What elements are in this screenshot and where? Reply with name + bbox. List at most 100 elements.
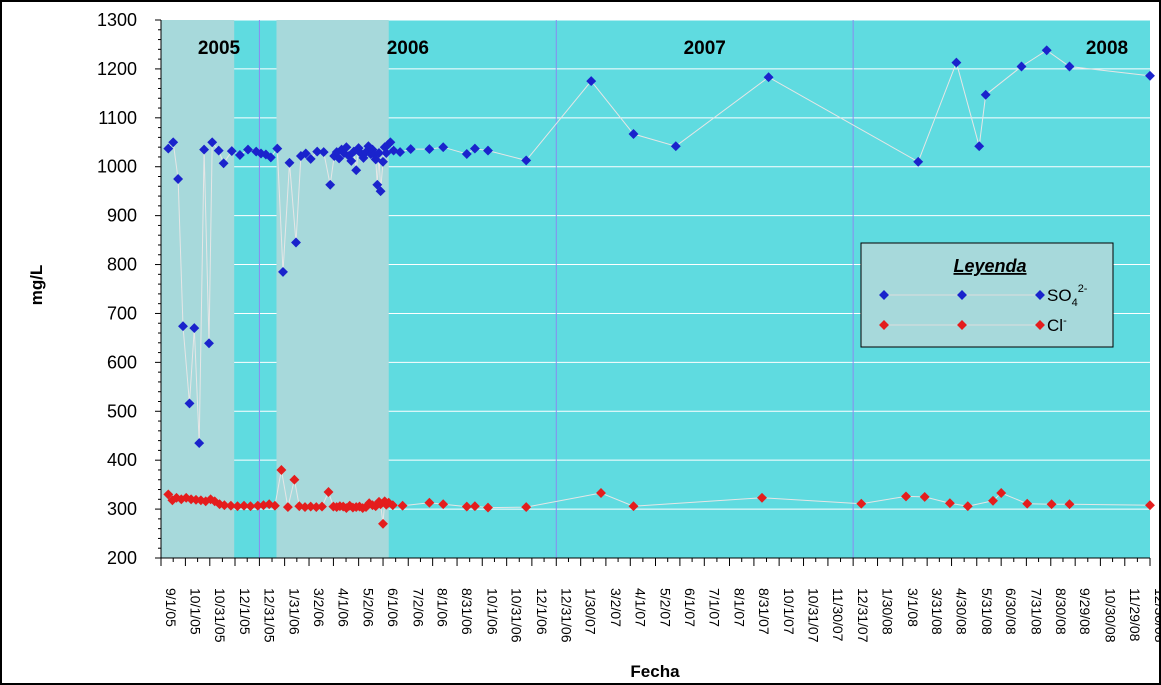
shaded-period-1 xyxy=(161,20,235,558)
x-tick-label: 7/2/06 xyxy=(410,588,426,627)
x-tick-label: 10/31/05 xyxy=(212,588,228,643)
x-tick-label: 8/30/08 xyxy=(1053,588,1069,635)
shaded-period-2 xyxy=(276,20,389,558)
year-label-2008: 2008 xyxy=(1086,38,1128,59)
x-tick-label: 6/1/07 xyxy=(682,588,698,627)
legend-marker-cl xyxy=(957,320,967,330)
y-tick-label: 700 xyxy=(107,303,137,323)
shaded-periods xyxy=(161,20,389,558)
legend-label-cl-sup: - xyxy=(1063,315,1067,327)
data-point-so4 xyxy=(168,137,179,148)
y-tick-label: 400 xyxy=(107,450,137,470)
axes xyxy=(155,19,1151,566)
data-point-cl xyxy=(1064,499,1075,510)
data-point-cl xyxy=(944,498,955,509)
x-tick-label: 8/31/07 xyxy=(756,588,772,635)
data-point-so4 xyxy=(951,57,962,68)
data-point-so4 xyxy=(980,89,991,100)
y-tick-label: 500 xyxy=(107,401,137,421)
x-tick-label: 3/2/06 xyxy=(311,588,327,627)
y-tick-label: 200 xyxy=(107,548,137,568)
x-tick-label: 8/1/06 xyxy=(435,588,451,627)
data-point-cl xyxy=(757,492,767,503)
x-tick-label: 10/30/08 xyxy=(1102,588,1118,643)
x-tick-label: 9/1/05 xyxy=(163,588,179,627)
x-tick-label: 1/30/08 xyxy=(880,588,896,635)
x-tick-label: 11/29/08 xyxy=(1127,588,1143,642)
data-point-so4 xyxy=(1041,45,1052,56)
year-label-2007: 2007 xyxy=(684,38,726,59)
data-point-so4 xyxy=(213,145,224,156)
legend-marker-cl xyxy=(1035,320,1045,330)
data-point-so4 xyxy=(234,150,245,160)
data-point-so4 xyxy=(1145,70,1155,81)
year-label-2006: 2006 xyxy=(387,38,429,59)
y-tick-label: 600 xyxy=(107,352,137,372)
x-tick-label: 7/31/08 xyxy=(1028,588,1044,635)
data-point-so4 xyxy=(670,141,681,152)
data-point-cl xyxy=(1046,499,1057,510)
data-point-so4 xyxy=(586,76,597,87)
legend-label-cl: Cl- xyxy=(1047,315,1067,335)
data-point-cl xyxy=(596,488,606,498)
data-point-cl xyxy=(628,501,639,512)
data-point-cl xyxy=(901,491,911,502)
x-tick-label: 10/1/05 xyxy=(187,588,203,635)
data-point-cl xyxy=(856,498,867,509)
data-point-cl xyxy=(1022,498,1033,509)
x-tick-label: 3/31/08 xyxy=(929,588,945,635)
x-tick-label: 12/1/06 xyxy=(534,588,550,635)
y-tick-label: 800 xyxy=(107,255,137,275)
x-tick-label: 11/30/07 xyxy=(830,588,846,642)
y-tick-label: 1300 xyxy=(97,10,137,30)
data-point-so4 xyxy=(1016,61,1027,72)
data-point-so4 xyxy=(226,146,237,157)
year-label-2005: 2005 xyxy=(198,38,241,59)
x-tick-label: 5/31/08 xyxy=(979,588,995,635)
x-tick-label: 10/31/06 xyxy=(509,588,525,643)
data-point-so4 xyxy=(243,144,253,155)
data-point-so4 xyxy=(207,137,218,148)
legend-label-so4: SO42- xyxy=(1047,283,1088,309)
legend: Leyenda SO42- Cl- xyxy=(860,242,1114,348)
x-axis-title: Fecha xyxy=(630,662,680,681)
legend-marker-so4 xyxy=(957,290,967,300)
data-point-cl xyxy=(521,502,532,513)
year-labels: 2005 2006 2007 2008 xyxy=(198,38,1128,59)
legend-marker-so4 xyxy=(1035,290,1045,300)
data-point-so4 xyxy=(974,141,985,152)
y-tick-label: 1100 xyxy=(98,108,137,128)
y-tick-labels: 200 300 400 500 600 700 800 900 1000 1100 1200 1300 xyxy=(97,10,137,568)
legend-label-so4-base: SO xyxy=(1047,286,1072,305)
data-point-cl xyxy=(378,518,388,529)
x-tick-label: 10/1/07 xyxy=(781,588,797,635)
x-tick-label: 5/2/06 xyxy=(361,588,377,627)
x-tick-label: 5/2/07 xyxy=(658,588,674,627)
x-tick-label: 4/30/08 xyxy=(954,588,970,635)
data-point-so4 xyxy=(199,144,210,155)
data-point-cl xyxy=(988,495,998,506)
x-tick-label: 12/30/08 xyxy=(1152,588,1161,643)
x-tick-label: 1/31/06 xyxy=(287,588,303,635)
data-point-so4 xyxy=(763,72,774,83)
data-point-cl xyxy=(919,491,930,502)
year-boundaries xyxy=(258,20,854,558)
x-tick-labels: 9/1/05 10/1/05 10/31/05 12/1/05 12/31/05 1/31… xyxy=(163,588,1161,643)
x-tick-label: 6/1/06 xyxy=(385,588,401,627)
y-tick-label: 1200 xyxy=(97,59,137,79)
legend-label-so4-sub: 4 xyxy=(1072,297,1078,309)
legend-label-so4-sup: 2- xyxy=(1078,283,1088,295)
data-point-so4 xyxy=(1064,61,1075,72)
data-point-cl xyxy=(1145,500,1155,511)
y-axis-title: mg/L xyxy=(27,265,46,306)
x-tick-label: 9/29/08 xyxy=(1077,588,1093,635)
data-point-so4 xyxy=(521,155,532,166)
x-tick-label: 3/2/07 xyxy=(608,588,624,627)
x-tick-label: 7/1/07 xyxy=(706,588,722,627)
x-tick-label: 12/31/05 xyxy=(261,588,277,643)
x-tick-label: 1/30/07 xyxy=(583,588,599,635)
data-point-cl xyxy=(962,501,973,512)
y-tick-label: 1000 xyxy=(97,157,137,177)
data-point-so4 xyxy=(163,143,174,154)
